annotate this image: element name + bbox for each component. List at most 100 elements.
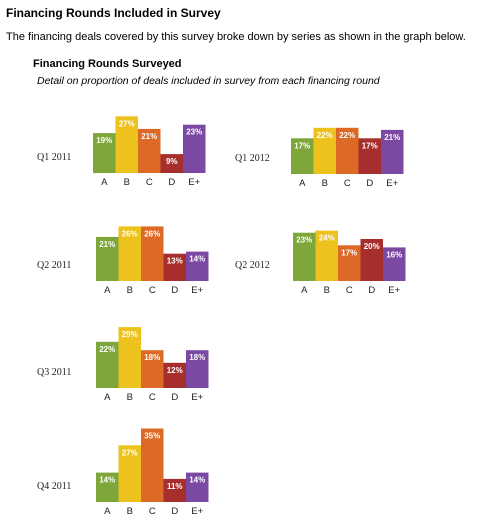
category-label: D (171, 285, 178, 296)
quarter-label: Q2 2012 (235, 260, 270, 271)
category-label: C (149, 392, 156, 403)
bar-b (118, 327, 141, 388)
bar-e-plus (186, 350, 209, 388)
bar-e-plus (186, 251, 209, 281)
bar-e-plus (186, 472, 209, 502)
category-label: C (149, 506, 156, 517)
quarter-label: Q3 2011 (37, 367, 71, 378)
category-label: C (146, 177, 153, 188)
page-title: Financing Rounds Included in Survey (6, 6, 221, 20)
category-label: C (344, 178, 351, 189)
data-label: 23% (296, 236, 312, 245)
bar-d (160, 154, 183, 173)
bar-a (291, 138, 314, 174)
category-label: B (127, 285, 133, 296)
data-label: 17% (341, 248, 357, 257)
data-label: 17% (294, 141, 310, 150)
bar-e-plus (381, 129, 404, 174)
category-label: D (171, 392, 178, 403)
bar-b (115, 116, 138, 173)
bar-a (293, 232, 316, 281)
data-label: 12% (167, 366, 183, 375)
category-label: B (322, 178, 328, 189)
category-label: C (149, 285, 156, 296)
bar-b (313, 127, 336, 174)
category-label: B (124, 177, 130, 188)
data-label: 11% (167, 482, 183, 491)
chart-panel: 14% A 27% B 35% C 11% D 14% E+ Q4 2011 (37, 428, 209, 517)
bar-c (141, 226, 164, 281)
category-label: A (104, 506, 111, 517)
bar-a (96, 236, 119, 281)
data-label: 26% (122, 229, 138, 238)
category-label: E+ (191, 285, 203, 296)
quarter-label: Q4 2011 (37, 481, 71, 492)
category-label: B (324, 285, 330, 296)
category-label: A (101, 177, 108, 188)
data-label: 9% (166, 157, 178, 166)
data-label: 21% (99, 240, 115, 249)
category-label: A (301, 285, 308, 296)
data-label: 22% (317, 131, 333, 140)
chart-panel: 19% A 27% B 21% C 9% D 23% E+ Q1 2011 (37, 116, 206, 188)
bar-c (141, 428, 164, 502)
data-label: 23% (186, 128, 202, 137)
data-label: 14% (189, 255, 205, 264)
data-label: 13% (167, 257, 183, 266)
data-label: 20% (364, 242, 380, 251)
category-label: E+ (191, 392, 203, 403)
category-label: B (127, 392, 133, 403)
chart-panel: 23% A 24% B 17% C 20% D 16% E+ Q2 2012 (235, 230, 406, 296)
intro-text: The financing deals covered by this surv… (6, 31, 466, 43)
figure-title: Financing Rounds Surveyed (33, 58, 182, 70)
category-label: D (368, 285, 375, 296)
category-label: D (168, 177, 175, 188)
bar-d (163, 362, 186, 388)
data-label: 19% (96, 136, 112, 145)
data-label: 16% (386, 250, 402, 259)
category-label: D (366, 178, 373, 189)
figure-subtitle: Detail on proportion of deals included i… (37, 75, 380, 87)
chart-panel: 21% A 26% B 26% C 13% D 14% E+ Q2 2011 (37, 226, 209, 296)
bar-c (338, 245, 361, 281)
bar-b (118, 226, 141, 281)
category-label: D (171, 506, 178, 517)
quarter-label: Q1 2011 (37, 152, 71, 163)
data-label: 17% (362, 141, 378, 150)
category-label: A (104, 285, 111, 296)
data-label: 22% (339, 131, 355, 140)
bar-e-plus (183, 124, 206, 173)
chart-panel: 17% A 22% B 22% C 17% D 21% E+ Q1 2012 (235, 127, 404, 189)
data-label: 14% (189, 476, 205, 485)
bar-d (163, 253, 186, 281)
bar-d (358, 138, 381, 174)
quarter-label: Q2 2011 (37, 260, 71, 271)
category-label: A (299, 178, 306, 189)
bar-c (141, 350, 164, 388)
data-label: 18% (189, 353, 205, 362)
category-label: E+ (191, 506, 203, 517)
category-label: E+ (388, 285, 400, 296)
data-label: 29% (122, 330, 138, 339)
bar-d (360, 239, 383, 281)
data-label: 21% (384, 133, 400, 142)
category-label: B (127, 506, 133, 517)
data-label: 27% (119, 119, 135, 128)
data-label: 18% (144, 353, 160, 362)
bar-b (118, 445, 141, 502)
bar-e-plus (383, 247, 406, 281)
bar-b (315, 230, 338, 281)
data-label: 26% (144, 229, 160, 238)
data-label: 27% (122, 448, 138, 457)
quarter-label: Q1 2012 (235, 153, 270, 164)
bar-c (138, 128, 161, 173)
data-label: 14% (99, 476, 115, 485)
data-label: 22% (99, 345, 115, 354)
data-label: 35% (144, 432, 160, 441)
bar-a (93, 133, 116, 173)
category-label: C (346, 285, 353, 296)
bar-d (163, 478, 186, 502)
chart-panel: 22% A 29% B 18% C 12% D 18% E+ Q3 2011 (37, 327, 209, 403)
bar-c (336, 127, 359, 174)
